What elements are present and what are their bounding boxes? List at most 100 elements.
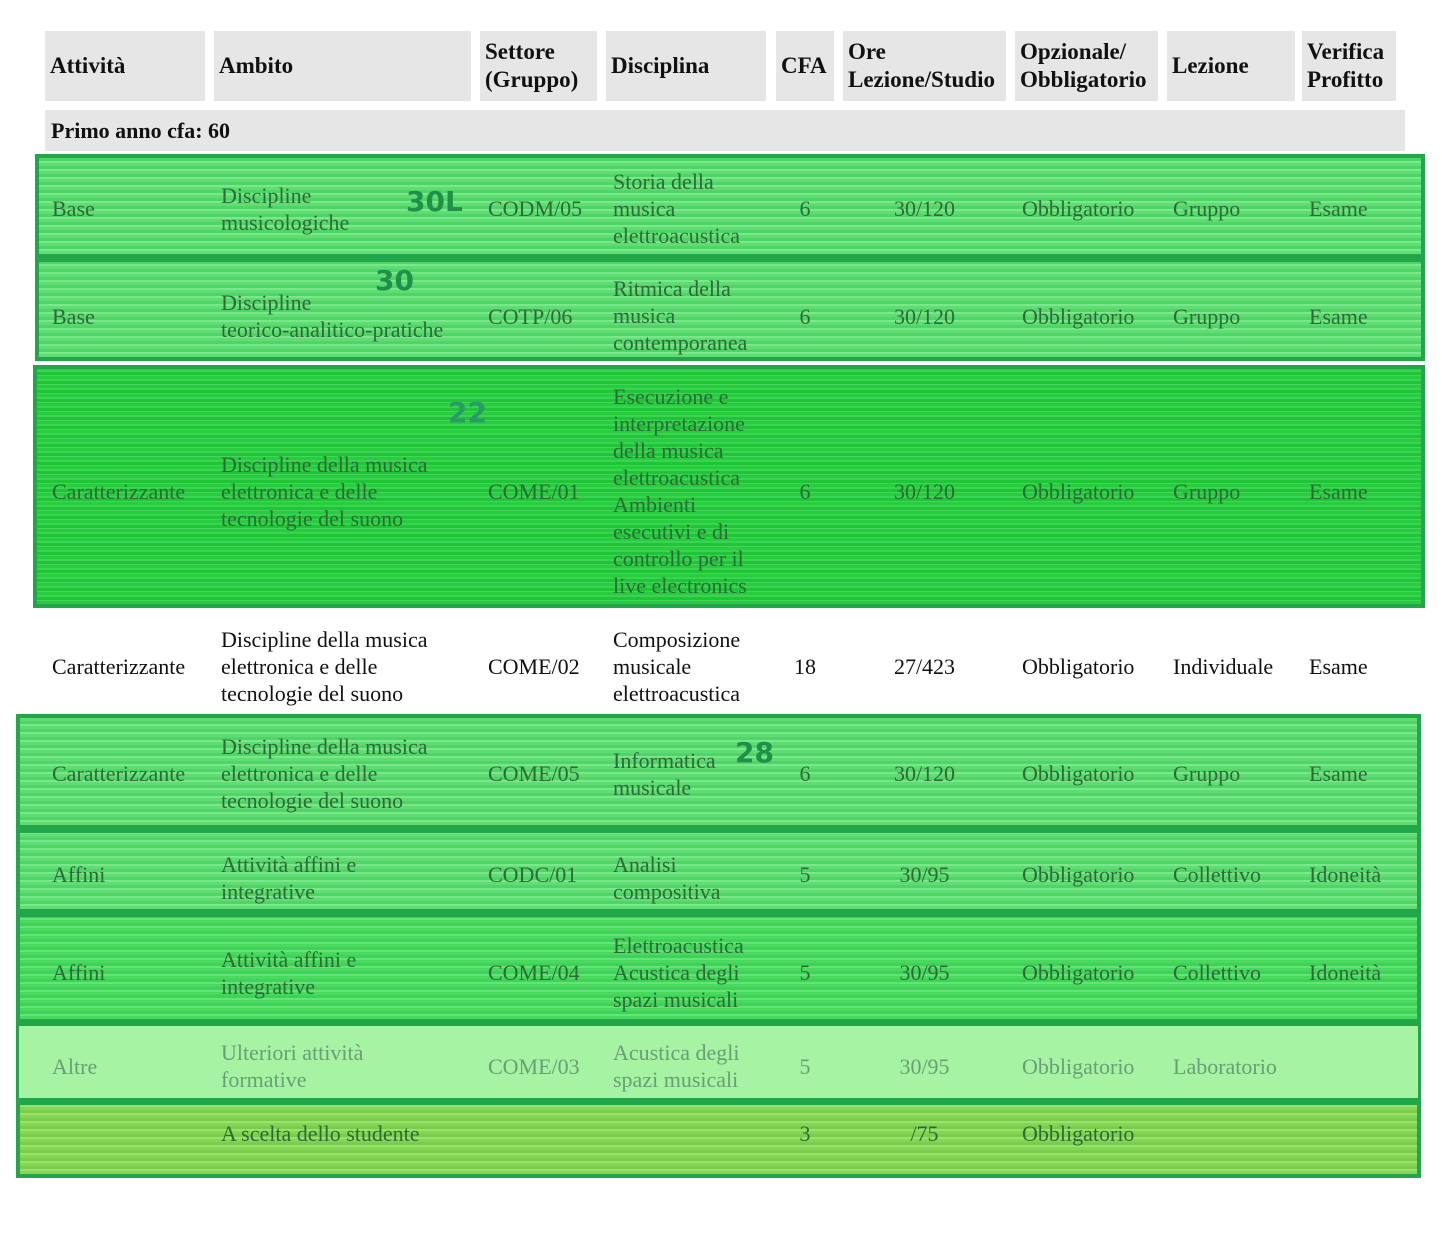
ambito-line: musicologiche bbox=[221, 210, 350, 235]
header-verifica: Verifica Profitto bbox=[1302, 31, 1396, 101]
disciplina-line: musica bbox=[613, 303, 676, 328]
cell-settore: COME/01 bbox=[488, 479, 580, 504]
disciplina-line: Composizione bbox=[613, 627, 741, 652]
header-ore: Ore Lezione/Studio bbox=[843, 31, 1006, 101]
cell-ambito: Ulteriori attività formative bbox=[221, 1039, 363, 1093]
highlight-row-5 bbox=[16, 714, 1421, 829]
cell-opzionale: Obbligatorio bbox=[1022, 862, 1135, 887]
disciplina-line: Ambienti bbox=[613, 492, 697, 517]
cell-disciplina: Informatica musicale bbox=[613, 747, 716, 801]
cell-settore: CODC/01 bbox=[488, 862, 578, 887]
disciplina-line: musicale bbox=[613, 775, 692, 800]
header-settore: Settore (Gruppo) bbox=[480, 31, 597, 101]
disciplina-line: della musica bbox=[613, 438, 724, 463]
cell-settore: COME/02 bbox=[488, 654, 580, 679]
header-attivita: Attività bbox=[45, 31, 205, 101]
ambito-line: Attività affini e bbox=[221, 852, 357, 877]
highlight-row-9 bbox=[16, 1101, 1421, 1178]
header-ambito-label: Ambito bbox=[219, 53, 294, 78]
cell-settore: COME/05 bbox=[488, 761, 580, 786]
cell-opzionale: Obbligatorio bbox=[1022, 1054, 1135, 1079]
handwritten-grade-note: 30L bbox=[406, 185, 463, 218]
header-ore-line2: Lezione/Studio bbox=[848, 67, 995, 92]
cell-ore: 30/120 bbox=[893, 196, 956, 221]
cell-disciplina: Composizione musicale elettroacustica bbox=[613, 626, 740, 707]
cell-cfa: 6 bbox=[799, 304, 811, 329]
cell-lezione: Collettivo bbox=[1173, 960, 1261, 985]
cell-opzionale: Obbligatorio bbox=[1022, 196, 1135, 221]
cell-opzionale: Obbligatorio bbox=[1022, 304, 1135, 329]
highlight-row-1 bbox=[35, 154, 1425, 258]
disciplina-line: musica bbox=[613, 196, 676, 221]
cell-ambito: Discipline musicologiche bbox=[221, 182, 349, 236]
ambito-line: Ulteriori attività bbox=[221, 1040, 364, 1065]
section-header: Primo anno cfa: 60 bbox=[45, 110, 1405, 151]
table-row: Caratterizzante Discipline della musica e… bbox=[0, 626, 1442, 708]
header-settore-line1: Settore bbox=[485, 39, 555, 64]
disciplina-line: Acustica degli bbox=[613, 1040, 740, 1065]
ambito-line: Discipline bbox=[221, 290, 312, 315]
cell-verifica: Esame bbox=[1309, 196, 1368, 221]
cell-opzionale: Obbligatorio bbox=[1022, 1121, 1135, 1146]
cell-cfa: 5 bbox=[799, 1054, 811, 1079]
disciplina-line: Informatica bbox=[613, 748, 716, 773]
cell-ore: 30/120 bbox=[893, 761, 956, 786]
highlight-row-3 bbox=[33, 365, 1425, 608]
header-verifica-line1: Verifica bbox=[1307, 39, 1385, 64]
cell-ore: 30/120 bbox=[893, 304, 956, 329]
disciplina-line: controllo per il bbox=[613, 546, 744, 571]
ambito-line: tecnologie del suono bbox=[221, 681, 404, 706]
table-row: Caratterizzante Discipline della musica e… bbox=[0, 383, 1442, 599]
cell-ambito: Discipline teorico-analitico-pratiche bbox=[221, 289, 443, 343]
cell-cfa: 6 bbox=[799, 761, 811, 786]
header-lezione-label: Lezione bbox=[1172, 53, 1249, 78]
cell-settore: COME/04 bbox=[488, 960, 580, 985]
cell-ambito: Attività affini e integrative bbox=[221, 946, 356, 1000]
ambito-line: integrative bbox=[221, 879, 316, 904]
disciplina-line: spazi musicali bbox=[613, 987, 739, 1012]
cell-disciplina: Elettroacustica Acustica degli spazi music… bbox=[613, 932, 744, 1013]
disciplina-line: musicale bbox=[613, 654, 692, 679]
cell-cfa: 18 bbox=[794, 654, 816, 679]
cell-verifica: Esame bbox=[1309, 654, 1368, 679]
ambito-line: integrative bbox=[221, 974, 316, 999]
cell-attivita: Caratterizzante bbox=[52, 479, 186, 504]
ambito-line: tecnologie del suono bbox=[221, 788, 404, 813]
cell-verifica: Idoneità bbox=[1309, 862, 1382, 887]
cell-verifica: Esame bbox=[1309, 761, 1368, 786]
cell-attivita: Caratterizzante bbox=[52, 654, 186, 679]
table-row: Affini Attività affini e integrative CODC… bbox=[0, 851, 1442, 907]
table-row: A scelta dello studente 3 /75 Obbligator… bbox=[0, 1120, 1442, 1150]
cell-ore: 27/423 bbox=[893, 654, 956, 679]
cell-verifica: Esame bbox=[1309, 304, 1368, 329]
header-settore-line2: (Gruppo) bbox=[485, 67, 579, 92]
cell-ore: 30/95 bbox=[899, 1054, 950, 1079]
ambito-line: elettronica e delle bbox=[221, 654, 378, 679]
header-cfa: CFA bbox=[776, 31, 834, 101]
cell-lezione: Collettivo bbox=[1173, 862, 1261, 887]
cell-opzionale: Obbligatorio bbox=[1022, 654, 1135, 679]
cell-attivita: Base bbox=[52, 196, 95, 221]
disciplina-line: live electronics bbox=[613, 573, 747, 598]
cell-disciplina: Acustica degli spazi musicali bbox=[613, 1039, 739, 1093]
cell-lezione: Gruppo bbox=[1173, 479, 1241, 504]
cell-ambito: Discipline della musica elettronica e del… bbox=[221, 451, 428, 532]
cell-disciplina: Ritmica della musica contemporanea bbox=[613, 275, 747, 356]
disciplina-line: Ritmica della bbox=[613, 276, 731, 301]
cell-ambito: A scelta dello studente bbox=[221, 1121, 420, 1146]
highlight-row-2 bbox=[35, 258, 1425, 361]
table-row: Base Discipline teorico-analitico-pratich… bbox=[0, 275, 1442, 357]
cell-ambito: Discipline della musica elettronica e del… bbox=[221, 626, 428, 707]
cell-attivita: Affini bbox=[52, 960, 106, 985]
cell-cfa: 3 bbox=[799, 1121, 811, 1146]
ambito-line: teorico-analitico-pratiche bbox=[221, 317, 444, 342]
header-attivita-label: Attività bbox=[50, 53, 126, 78]
table-row: Base Discipline musicologiche CODM/05 Sto… bbox=[0, 168, 1442, 248]
header-ore-line1: Ore bbox=[848, 39, 886, 64]
ambito-line: Discipline della musica bbox=[221, 734, 428, 759]
ambito-line: Discipline bbox=[221, 183, 312, 208]
cell-attivita: Caratterizzante bbox=[52, 761, 186, 786]
cell-opzionale: Obbligatorio bbox=[1022, 479, 1135, 504]
cell-opzionale: Obbligatorio bbox=[1022, 960, 1135, 985]
disciplina-line: compositiva bbox=[613, 879, 721, 904]
